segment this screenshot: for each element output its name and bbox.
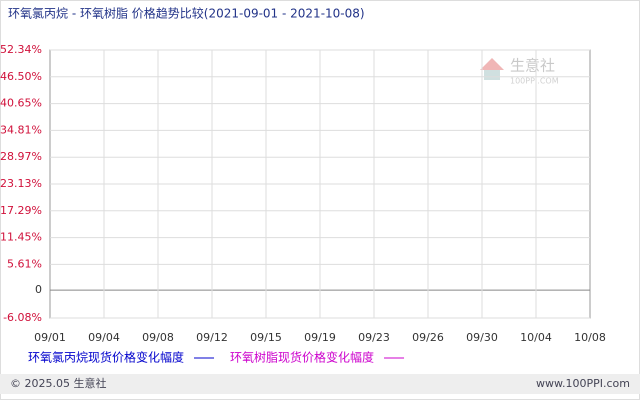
y-tick-label: -6.08% (3, 311, 42, 324)
footer-copyright: © 2025.05 生意社 (10, 376, 106, 390)
x-tick-label: 09/23 (358, 331, 390, 344)
y-tick-label: 34.81% (0, 123, 42, 136)
y-tick-label: 40.65% (0, 97, 42, 110)
x-tick-label: 09/26 (412, 331, 444, 344)
watermark-name: 生意社 (510, 57, 555, 75)
y-tick-label: 5.61% (7, 257, 42, 270)
chart-title: 环氧氯丙烷 - 环氧树脂 价格趋势比较(2021-09-01 - 2021-10… (8, 6, 365, 21)
legend-label: 环氧氯丙烷现货价格变化幅度 (28, 350, 184, 365)
x-tick-label: 09/30 (466, 331, 498, 344)
x-tick-label: 09/15 (250, 331, 282, 344)
y-tick-label: 17.29% (0, 204, 42, 217)
x-tick-label: 10/04 (520, 331, 552, 344)
legend-label: 环氧树脂现货价格变化幅度 (230, 350, 374, 365)
y-tick-label: 46.50% (0, 70, 42, 83)
y-tick-label: 52.34% (0, 43, 42, 56)
x-tick-label: 09/01 (34, 331, 66, 344)
x-tick-label: 09/08 (142, 331, 174, 344)
footer-url: www.100PPI.com (536, 377, 630, 390)
x-tick-label: 09/12 (196, 331, 228, 344)
x-tick-label: 10/08 (574, 331, 606, 344)
y-tick-label: 11.45% (0, 231, 42, 244)
watermark-logo (480, 58, 504, 70)
x-tick-label: 09/19 (304, 331, 336, 344)
watermark: 生意社 100PPI.COM (480, 57, 559, 86)
x-tick-label: 09/04 (88, 331, 120, 344)
footer-bar (0, 374, 640, 394)
watermark-site: 100PPI.COM (510, 77, 559, 86)
y-tick-label: 0 (35, 283, 42, 296)
y-tick-label: 23.13% (0, 177, 42, 190)
watermark-logo (484, 70, 500, 80)
y-tick-label: 28.97% (0, 150, 42, 163)
